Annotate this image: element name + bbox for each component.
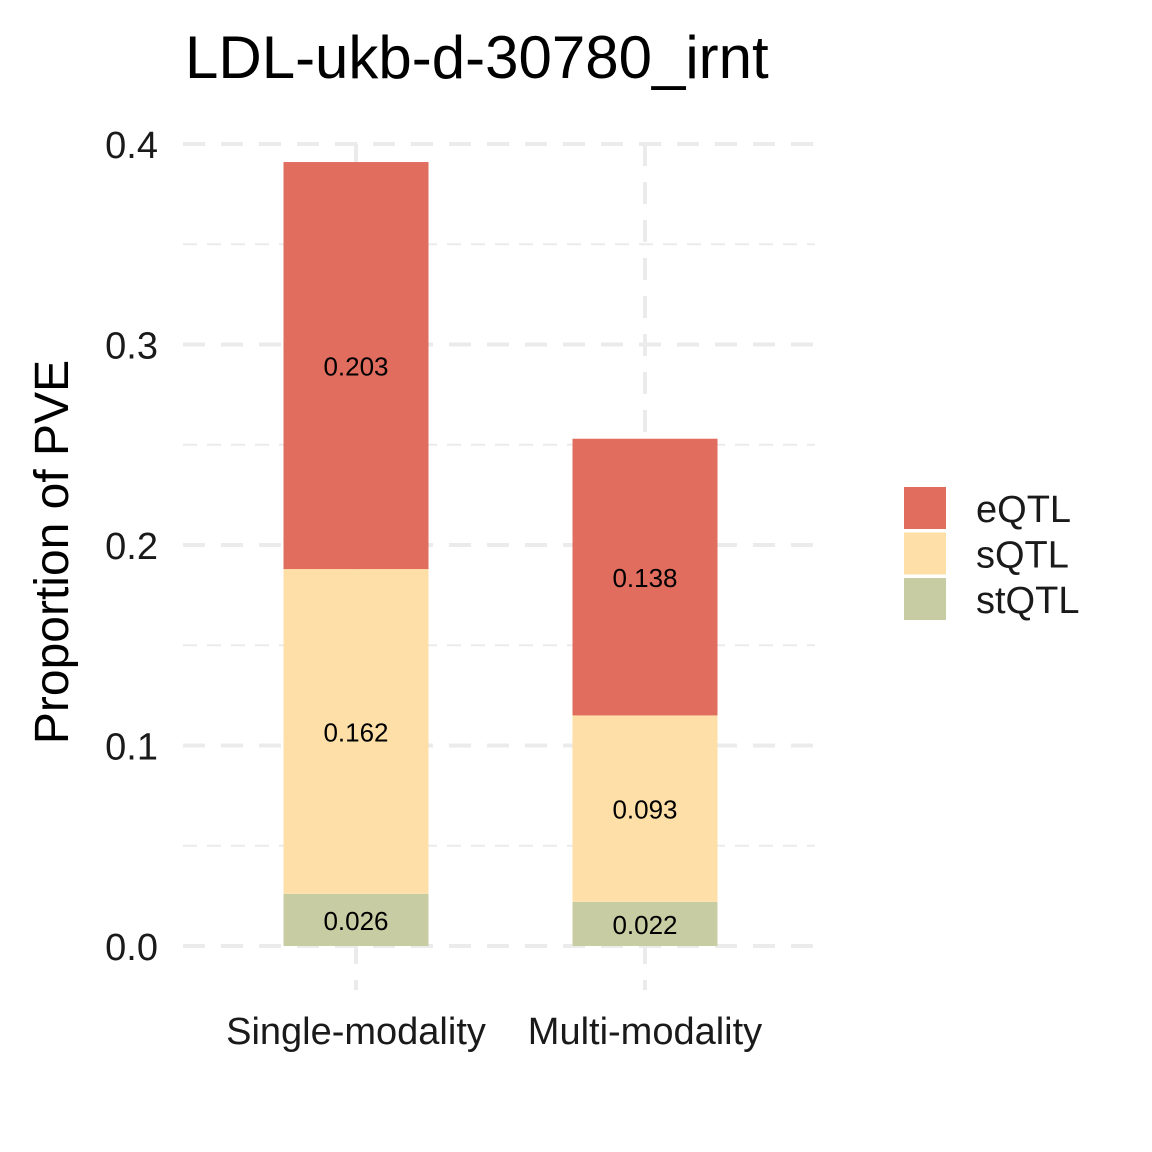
- bar-label-stqtl: 0.026: [323, 906, 388, 936]
- y-tick-label: 0.1: [105, 727, 158, 769]
- bar-sqtl-multi: [572, 715, 718, 902]
- y-axis-ticks: 0.0 0.1 0.2 0.3 0.4: [105, 125, 158, 969]
- legend-label-eqtl: eQTL: [976, 489, 1071, 531]
- y-tick-label: 0.3: [105, 326, 158, 368]
- y-tick-label: 0.4: [105, 125, 158, 167]
- bar-stqtl-single: [283, 893, 429, 946]
- bar-value-labels: 0.026 0.162 0.203 0.022 0.093 0.138: [323, 352, 677, 940]
- legend-key-stqtl: [904, 578, 946, 620]
- bar-label-sqtl: 0.093: [612, 795, 677, 825]
- legend-label-stqtl: stQTL: [976, 580, 1079, 622]
- bar-sqtl-single: [283, 569, 429, 894]
- legend-key-sqtl: [904, 532, 946, 575]
- bar-label-eqtl: 0.203: [323, 352, 388, 382]
- bar-eqtl-single: [283, 162, 429, 570]
- bar-stqtl-multi: [572, 901, 718, 946]
- bar-eqtl-multi: [572, 438, 718, 716]
- y-axis-label: Proportion of PVE: [26, 360, 79, 744]
- bar-label-sqtl: 0.162: [323, 717, 388, 747]
- chart-title: LDL-ukb-d-30780_irnt: [185, 24, 769, 91]
- x-tick-label: Multi-modality: [528, 1011, 762, 1053]
- grid: [183, 142, 815, 990]
- bar-label-eqtl: 0.138: [612, 563, 677, 593]
- x-tick-label: Single-modality: [226, 1011, 486, 1053]
- bars: [283, 162, 718, 946]
- legend-label-sqtl: sQTL: [976, 535, 1069, 577]
- legend-key-eqtl: [904, 487, 946, 529]
- bar-label-stqtl: 0.022: [612, 910, 677, 940]
- y-tick-label: 0.0: [105, 927, 158, 969]
- y-tick-label: 0.2: [105, 526, 158, 568]
- x-axis-ticks: Single-modality Multi-modality: [226, 1011, 762, 1053]
